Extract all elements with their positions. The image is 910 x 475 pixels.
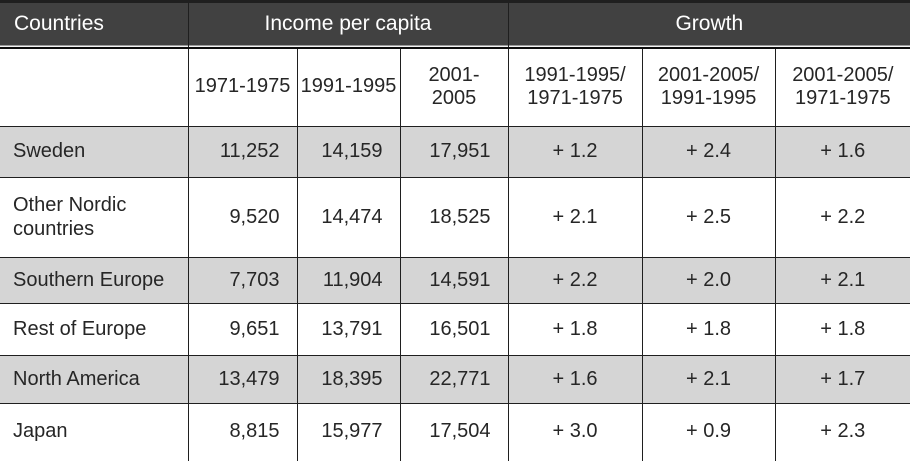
growth-cell: + 2.2: [774, 177, 910, 258]
income-growth-table: Countries Income per capita Growth 1971-…: [0, 0, 910, 461]
growth-cell: + 2.5: [641, 177, 776, 258]
growth-ratio-header-1: 1991-1995/ 1971-1975: [507, 47, 643, 127]
table-row-rest-of-europe: Rest of Europe 9,651 13,791 16,501 + 1.8…: [0, 303, 910, 356]
growth-cell: + 1.2: [507, 126, 643, 178]
country-cell: Japan: [0, 403, 189, 461]
income-cell: 7,703: [187, 257, 298, 304]
income-cell: 9,520: [187, 177, 298, 258]
period-header-1991-1995: 1991-1995: [296, 47, 401, 127]
country-cell: Other Nordic countries: [0, 177, 189, 258]
income-cell: 14,159: [296, 126, 401, 178]
income-cell: 17,951: [399, 126, 509, 178]
income-cell: 11,252: [187, 126, 298, 178]
growth-cell: + 1.8: [507, 303, 643, 356]
income-cell: 13,791: [296, 303, 401, 356]
table-row-southern-europe: Southern Europe 7,703 11,904 14,591 + 2.…: [0, 257, 910, 304]
growth-cell: + 1.6: [507, 355, 643, 404]
income-cell: 15,977: [296, 403, 401, 461]
growth-cell: + 2.3: [774, 403, 910, 461]
group-header-row: Countries Income per capita Growth: [0, 1, 910, 49]
growth-cell: + 2.1: [641, 355, 776, 404]
period-header-2001-2005: 2001- 2005: [399, 47, 509, 127]
income-cell: 18,395: [296, 355, 401, 404]
income-cell: 9,651: [187, 303, 298, 356]
table-row-sweden: Sweden 11,252 14,159 17,951 + 1.2 + 2.4 …: [0, 126, 910, 178]
income-cell: 18,525: [399, 177, 509, 258]
income-cell: 17,504: [399, 403, 509, 461]
income-cell: 14,474: [296, 177, 401, 258]
country-cell: Rest of Europe: [0, 303, 189, 356]
growth-cell: + 1.8: [641, 303, 776, 356]
growth-cell: + 0.9: [641, 403, 776, 461]
income-cell: 14,591: [399, 257, 509, 304]
table-row-other-nordic: Other Nordic countries 9,520 14,474 18,5…: [0, 177, 910, 258]
growth-cell: + 1.6: [774, 126, 910, 178]
country-cell: Sweden: [0, 126, 189, 178]
growth-cell: + 2.0: [641, 257, 776, 304]
growth-cell: + 3.0: [507, 403, 643, 461]
growth-cell: + 2.4: [641, 126, 776, 178]
period-header-row: 1971-1975 1991-1995 2001- 2005 1991-1995…: [0, 47, 910, 127]
growth-group-header: Growth: [507, 1, 910, 49]
income-cell: 13,479: [187, 355, 298, 404]
table-row-north-america: North America 13,479 18,395 22,771 + 1.6…: [0, 355, 910, 404]
period-header-1971-1975: 1971-1975: [187, 47, 298, 127]
empty-corner-cell: [0, 47, 189, 127]
growth-ratio-header-3: 2001-2005/ 1971-1975: [774, 47, 910, 127]
growth-cell: + 2.1: [774, 257, 910, 304]
countries-header: Countries: [0, 1, 189, 49]
growth-cell: + 2.1: [507, 177, 643, 258]
country-cell: North America: [0, 355, 189, 404]
table-row-japan: Japan 8,815 15,977 17,504 + 3.0 + 0.9 + …: [0, 403, 910, 461]
income-cell: 22,771: [399, 355, 509, 404]
income-cell: 8,815: [187, 403, 298, 461]
income-cell: 16,501: [399, 303, 509, 356]
growth-cell: + 1.8: [774, 303, 910, 356]
growth-cell: + 2.2: [507, 257, 643, 304]
income-group-header: Income per capita: [187, 1, 509, 49]
growth-ratio-header-2: 2001-2005/ 1991-1995: [641, 47, 776, 127]
country-cell: Southern Europe: [0, 257, 189, 304]
growth-cell: + 1.7: [774, 355, 910, 404]
income-cell: 11,904: [296, 257, 401, 304]
